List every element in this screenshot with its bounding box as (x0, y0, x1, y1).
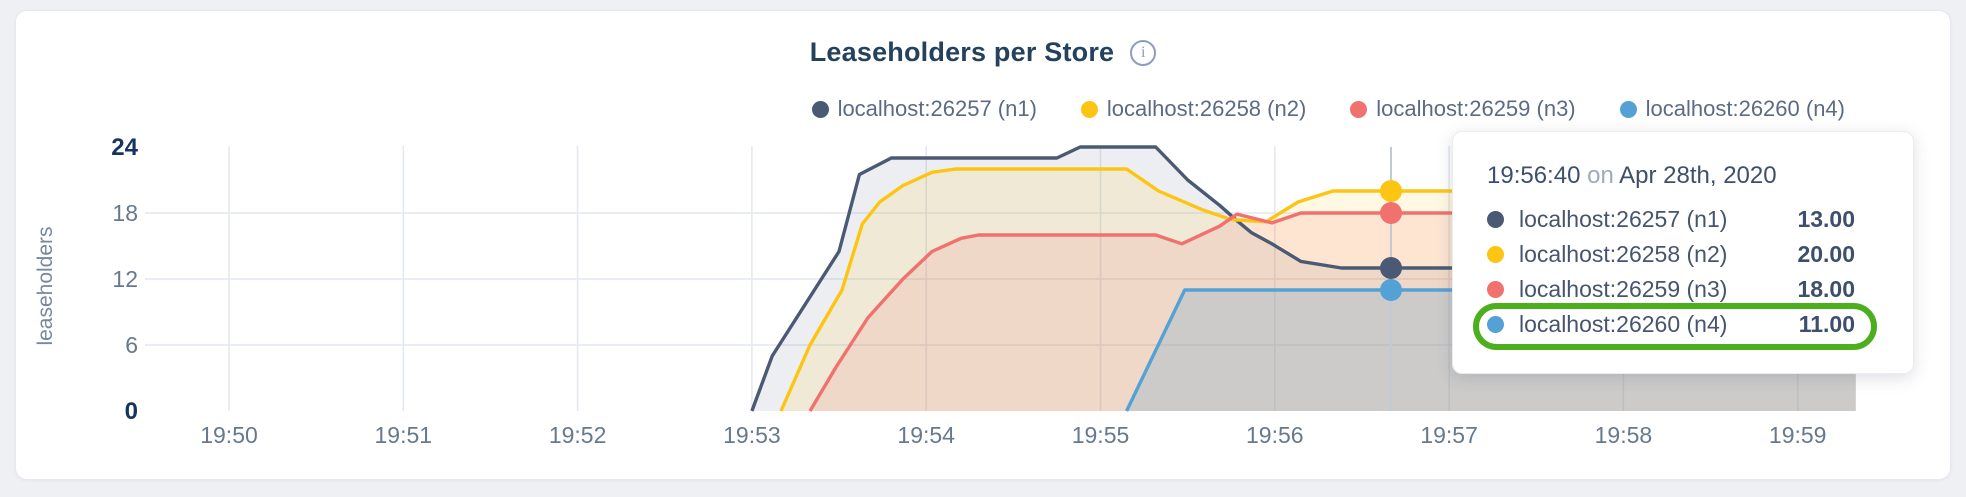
legend-item: localhost:26260 (n4) (1619, 96, 1845, 122)
x-tick-label: 19:54 (897, 422, 955, 448)
hover-point-1 (1380, 257, 1402, 279)
x-tick-label: 19:56 (1246, 422, 1304, 448)
tooltip-row-value: 13.00 (1797, 206, 1855, 232)
series-color-dot (1487, 316, 1504, 333)
tooltip-row-label: localhost:26259 (n3) (1519, 276, 1728, 302)
hover-point-3 (1380, 202, 1402, 224)
x-tick-label: 19:58 (1595, 422, 1653, 448)
y-tick-label: 18 (112, 200, 138, 226)
info-icon-glyph: i (1141, 43, 1146, 61)
y-axis-title: leaseholders (34, 226, 57, 345)
tooltip-row: localhost:26257 (n1) 13.00 (1487, 202, 1877, 237)
series-line-1 (750, 145, 1856, 412)
legend-item: localhost:26259 (n3) (1350, 96, 1576, 122)
series-color-dot (1487, 211, 1504, 228)
legend-label: localhost:26258 (n2) (1106, 96, 1307, 121)
chart-title: Leaseholders per Store (809, 37, 1115, 67)
tooltip-row: localhost:26260 (n4) 11.00 (1487, 307, 1877, 342)
series-line-2 (779, 167, 1856, 412)
legend-item: localhost:26258 (n2) (1080, 96, 1307, 122)
x-tick-label: 19:50 (200, 422, 258, 448)
x-tick-label: 19:51 (375, 422, 433, 448)
x-tick-label: 19:55 (1072, 422, 1130, 448)
tooltip-row-label: localhost:26260 (n4) (1519, 311, 1728, 337)
series-line-3 (808, 211, 1856, 412)
tooltip-timestamp: 19:56:40 on Apr 28th, 2020 (1487, 162, 1877, 190)
series-color-dot (1487, 246, 1504, 263)
tooltip-row-value: 11.00 (1798, 311, 1855, 337)
legend-label: localhost:26257 (n1) (837, 96, 1037, 121)
legend-item: localhost:26257 (n1) (811, 96, 1037, 122)
legend-dot (1619, 100, 1637, 118)
tooltip-time: 19:56:40 (1487, 162, 1581, 189)
legend-dot (811, 100, 829, 118)
legend-label: localhost:26259 (n3) (1376, 96, 1576, 121)
tooltip-row-value: 20.00 (1797, 241, 1855, 267)
tooltip-row-value: 18.00 (1797, 276, 1855, 302)
y-tick-label: 6 (125, 332, 138, 358)
info-icon[interactable]: i (1130, 39, 1157, 66)
chart-legend: localhost:26257 (n1) localhost:26258 (n2)… (811, 96, 1845, 122)
tooltip-row: localhost:26259 (n3) 18.00 (1487, 272, 1877, 307)
x-tick-label: 19:57 (1420, 422, 1478, 448)
legend-dot (1350, 100, 1368, 118)
y-tick-label: 24 (111, 134, 138, 161)
tooltip-row-label: localhost:26257 (n1) (1519, 206, 1728, 232)
x-tick-label: 19:52 (549, 422, 607, 448)
x-tick-label: 19:59 (1769, 422, 1827, 448)
legend-label: localhost:26260 (n4) (1645, 96, 1845, 121)
hover-point-4 (1380, 279, 1402, 301)
series-color-dot (1487, 281, 1504, 298)
tooltip-date: Apr 28th, 2020 (1619, 162, 1777, 189)
chart-header: Leaseholders per Store i (16, 37, 1950, 68)
x-tick-label: 19:53 (723, 422, 781, 448)
legend-dot (1080, 100, 1098, 118)
tooltip-rows: localhost:26257 (n1) 13.00 localhost:26258… (1487, 202, 1877, 342)
tooltip-row-label: localhost:26258 (n2) (1519, 241, 1728, 267)
y-tick-label: 12 (112, 266, 138, 292)
tooltip-row: localhost:26258 (n2) 20.00 (1487, 237, 1877, 272)
tooltip-connector: on (1587, 162, 1614, 189)
hover-point-2 (1380, 180, 1402, 202)
y-tick-label: 0 (125, 398, 138, 425)
hover-tooltip: 19:56:40 on Apr 28th, 2020 localhost:262… (1452, 131, 1914, 374)
